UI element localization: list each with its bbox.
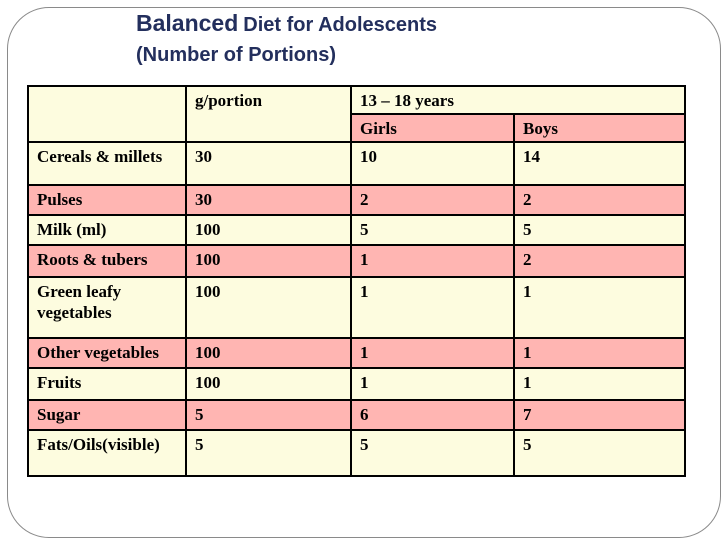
- table-row: Pulses 30 2 2: [27, 184, 686, 216]
- table-row: Other vegetables 100 1 1: [27, 337, 686, 369]
- cell-boys: 5: [513, 429, 686, 477]
- cell-girls: 10: [350, 141, 515, 186]
- cell-food: Other vegetables: [27, 337, 187, 369]
- cell-food: Roots & tubers: [27, 244, 187, 278]
- table-row: Cereals & millets 30 10 14: [27, 141, 686, 186]
- title-line-2: (Number of Portions): [136, 44, 336, 66]
- cell-gportion: 100: [185, 337, 352, 369]
- cell-food: Sugar: [27, 399, 187, 431]
- cell-gportion: 5: [185, 399, 352, 431]
- balanced-diet-table: g/portion 13 – 18 years Girls Boys Cerea…: [27, 85, 686, 477]
- cell-boys: 1: [513, 337, 686, 369]
- header-food: [27, 85, 187, 143]
- cell-girls: 1: [350, 337, 515, 369]
- table-header-row-2: Girls Boys: [28, 113, 686, 143]
- header-age-group: 13 – 18 years: [350, 85, 686, 115]
- cell-girls: 6: [350, 399, 515, 431]
- cell-girls: 5: [350, 214, 515, 246]
- cell-gportion: 30: [185, 184, 352, 216]
- table-row: Fruits 100 1 1: [27, 367, 686, 401]
- header-boys: Boys: [513, 113, 686, 143]
- cell-gportion: 100: [185, 276, 352, 339]
- cell-food: Milk (ml): [27, 214, 187, 246]
- cell-girls: 5: [350, 429, 515, 477]
- table-row: Roots & tubers 100 1 2: [27, 244, 686, 278]
- cell-food: Cereals & millets: [27, 141, 187, 186]
- cell-gportion: 100: [185, 367, 352, 401]
- cell-boys: 5: [513, 214, 686, 246]
- cell-girls: 1: [350, 244, 515, 278]
- cell-boys: 2: [513, 184, 686, 216]
- cell-girls: 1: [350, 367, 515, 401]
- table-row: Sugar 5 6 7: [27, 399, 686, 431]
- table-row: Fats/Oils(visible) 5 5 5: [27, 429, 686, 477]
- header-gportion: g/portion: [185, 85, 352, 143]
- cell-gportion: 100: [185, 214, 352, 246]
- cell-food: Green leafy vegetables: [27, 276, 187, 339]
- title-word-balanced: Balanced: [136, 10, 239, 36]
- title-line-1: Balanced Diet for Adolescents: [136, 9, 437, 41]
- cell-boys: 1: [513, 276, 686, 339]
- cell-food: Fruits: [27, 367, 187, 401]
- page-title: Balanced Diet for Adolescents (Number of …: [136, 9, 437, 69]
- cell-boys: 2: [513, 244, 686, 278]
- table-row: Green leafy vegetables 100 1 1: [27, 276, 686, 339]
- cell-boys: 14: [513, 141, 686, 186]
- table-header-row-1: g/portion 13 – 18 years: [27, 85, 686, 143]
- cell-food: Fats/Oils(visible): [27, 429, 187, 477]
- cell-food-text: Cereals & millets: [37, 147, 163, 166]
- table-row: Milk (ml) 100 5 5: [27, 214, 686, 246]
- cell-girls: 1: [350, 276, 515, 339]
- cell-boys: 1: [513, 367, 686, 401]
- title-rest: Diet for Adolescents: [243, 14, 438, 36]
- cell-boys: 7: [513, 399, 686, 431]
- cell-girls: 2: [350, 184, 515, 216]
- cell-gportion: 5: [185, 429, 352, 477]
- cell-food: Pulses: [27, 184, 187, 216]
- cell-gportion: 30: [185, 141, 352, 186]
- cell-gportion: 100: [185, 244, 352, 278]
- header-girls: Girls: [350, 113, 515, 143]
